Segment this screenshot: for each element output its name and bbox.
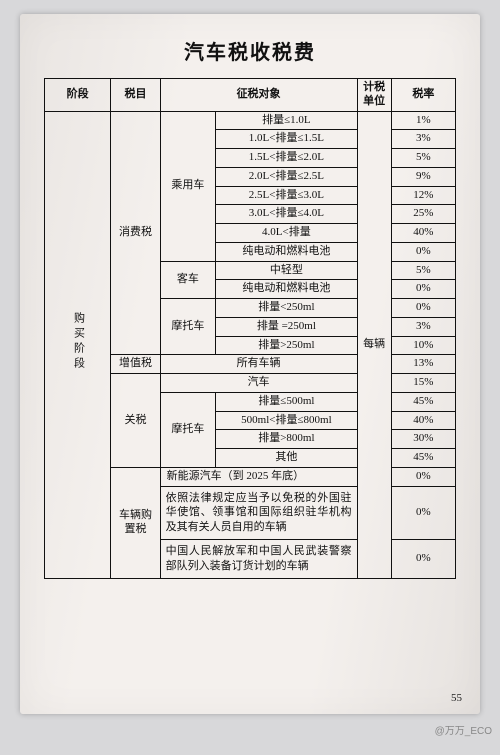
rate-cell: 45% [391,449,455,468]
rate-cell: 15% [391,374,455,393]
stage-cell: 购买阶段 [45,111,111,578]
rate-cell: 13% [391,355,455,374]
object-cell: 汽车 [160,374,357,393]
rate-cell: 30% [391,430,455,449]
rate-cell: 9% [391,167,455,186]
rate-cell: 5% [391,261,455,280]
rate-cell: 1% [391,111,455,130]
object-cell: 中轻型 [216,261,357,280]
object-cell: 纯电动和燃料电池 [216,280,357,299]
rate-cell: 3% [391,317,455,336]
object-cell: 其他 [216,449,357,468]
tax-table-wrapper: 阶段 税目 征税对象 计税单位 税率 购买阶段 消费税 乘用车 排量≤1.0L … [44,78,456,579]
rate-cell: 0% [391,280,455,299]
object-cell: 3.0L<排量≤4.0L [216,205,357,224]
subcat-cell: 摩托车 [160,392,216,467]
tax-table: 阶段 税目 征税对象 计税单位 税率 购买阶段 消费税 乘用车 排量≤1.0L … [44,78,456,579]
unit-cell: 每辆 [357,111,391,578]
object-cell: 1.5L<排量≤2.0L [216,149,357,168]
rate-cell: 0% [391,299,455,318]
table-header-row: 阶段 税目 征税对象 计税单位 税率 [45,79,456,112]
object-cell: 排量>800ml [216,430,357,449]
rate-cell: 25% [391,205,455,224]
rate-cell: 0% [391,242,455,261]
rate-cell: 0% [391,467,455,486]
col-rate: 税率 [391,79,455,112]
object-cell: 所有车辆 [160,355,357,374]
page-number: 55 [451,692,462,704]
rate-cell: 5% [391,149,455,168]
stage-label: 购买阶段 [71,312,85,372]
subcat-cell: 摩托车 [160,299,216,355]
tax-item-cell: 关税 [111,374,160,468]
rate-cell: 3% [391,130,455,149]
object-cell: 1.0L<排量≤1.5L [216,130,357,149]
object-cell: 排量<250ml [216,299,357,318]
object-cell: 2.5L<排量≤3.0L [216,186,357,205]
col-tax-item: 税目 [111,79,160,112]
object-cell: 中国人民解放军和中国人民武装警察部队列入装备订货计划的车辆 [160,540,357,579]
object-cell: 新能源汽车（到 2025 年底） [160,467,357,486]
watermark: @万万_ECO [435,722,492,737]
table-row: 购买阶段 消费税 乘用车 排量≤1.0L 每辆 1% [45,111,456,130]
tax-item-cell: 增值税 [111,355,160,374]
rate-cell: 12% [391,186,455,205]
col-object: 征税对象 [160,79,357,112]
rate-cell: 0% [391,486,455,540]
object-cell: 2.0L<排量≤2.5L [216,167,357,186]
subcat-cell: 客车 [160,261,216,299]
object-cell: 500ml<排量≤800ml [216,411,357,430]
object-cell: 依照法律规定应当予以免税的外国驻华使馆、领事馆和国际组织驻华机构及其有关人员自用… [160,486,357,540]
object-cell: 纯电动和燃料电池 [216,242,357,261]
subcat-cell: 乘用车 [160,111,216,261]
rate-cell: 0% [391,540,455,579]
col-stage: 阶段 [45,79,111,112]
tax-item-cell: 车辆购置税 [111,467,160,578]
col-unit: 计税单位 [357,79,391,112]
page-title: 汽车税收税费 [20,14,480,65]
object-cell: 排量>250ml [216,336,357,355]
rate-cell: 45% [391,392,455,411]
object-cell: 排量≤1.0L [216,111,357,130]
object-cell: 排量≤500ml [216,392,357,411]
object-cell: 4.0L<排量 [216,224,357,243]
tax-item-cell: 消费税 [111,111,160,355]
rate-cell: 40% [391,411,455,430]
rate-cell: 40% [391,224,455,243]
page: 汽车税收税费 阶段 税目 征税对象 计税单位 税率 购买阶段 消费税 [20,14,480,714]
rate-cell: 10% [391,336,455,355]
object-cell: 排量 =250ml [216,317,357,336]
